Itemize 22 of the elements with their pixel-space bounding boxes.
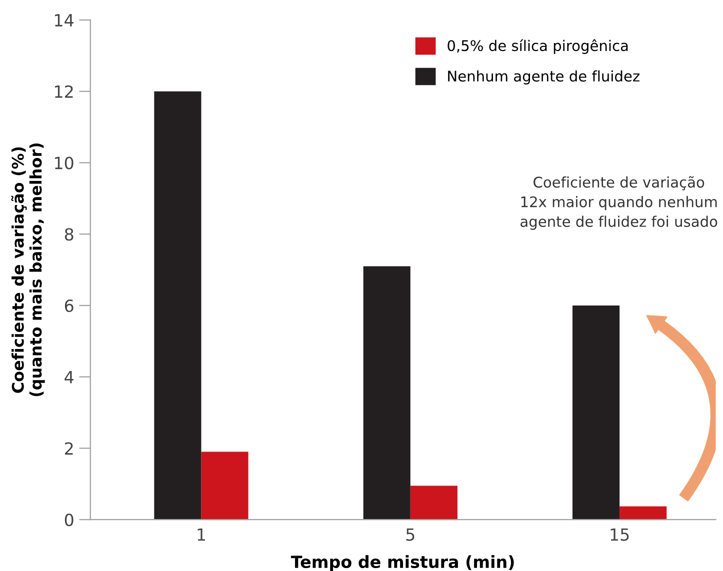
y-tick-label: 10	[55, 156, 74, 170]
y-tick-label: 4	[64, 371, 74, 384]
x-axis-title: Tempo de mistura (min)	[290, 555, 514, 571]
y-tick-label: 14	[55, 14, 74, 26]
x-tick-label: 5	[406, 528, 414, 541]
y-tick-label: 2	[65, 442, 73, 455]
bar	[410, 486, 458, 520]
x-tick-label: 1	[198, 528, 205, 541]
y-axis-title: Coeficiente de variação (%) (quanto mais baixo, melhor)	[11, 143, 45, 396]
bar	[620, 506, 667, 520]
legend-label: Nenhum agente de fluidez	[448, 70, 640, 84]
y-tick-label: 8	[64, 228, 74, 241]
bar	[363, 266, 410, 520]
y-tick-label: 12	[55, 85, 73, 98]
x-tick-label: 15	[610, 528, 629, 541]
bar	[201, 452, 248, 520]
bar	[572, 305, 620, 520]
legend-label: 0,5% de sílica pirogênica	[448, 39, 628, 54]
y-tick-label: 0	[64, 514, 74, 526]
annotation: Coeficiente de variação 12x maior quando nenhum agente de fluidez foi usado	[520, 176, 718, 230]
y-tick-label: 6	[64, 299, 74, 312]
bar	[154, 91, 202, 520]
